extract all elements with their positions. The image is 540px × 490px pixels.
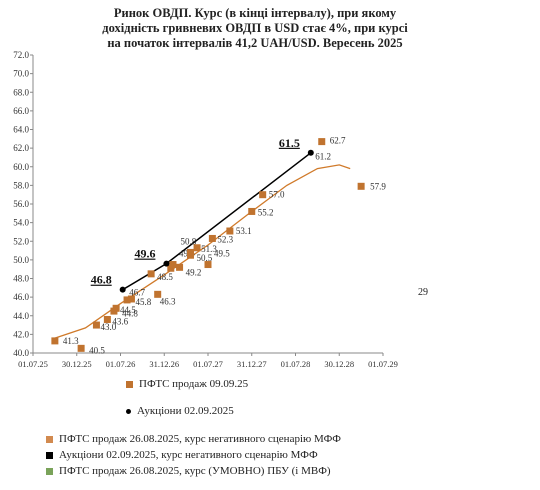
y-tick-label: 70.0 xyxy=(13,69,29,79)
pfts-data-label: 43.0 xyxy=(100,322,116,332)
bottom-legend-item-1: ПФТС продаж 26.08.2025, курс негативного… xyxy=(46,433,341,445)
pfts-data-label: 40.5 xyxy=(89,345,105,355)
x-tick-label: 30.12.25 xyxy=(62,359,92,369)
legend-auctions-marker xyxy=(126,408,131,414)
pfts-marker xyxy=(92,321,100,329)
x-tick-label: 30.12.28 xyxy=(324,359,354,369)
y-tick-label: 54.0 xyxy=(13,218,29,228)
pfts-data-label: 45.8 xyxy=(135,297,151,307)
pfts-marker xyxy=(154,290,162,298)
pfts-marker xyxy=(248,207,256,215)
y-tick-label: 64.0 xyxy=(13,125,29,135)
x-tick-label: 01.07.25 xyxy=(18,359,48,369)
auction-marker xyxy=(163,260,170,267)
chart-title: Ринок ОВДП. Курс (в кінці інтервалу), пр… xyxy=(40,6,470,51)
pfts-marker xyxy=(103,315,111,323)
bottom-legend-marker-3 xyxy=(46,467,53,475)
pfts-marker xyxy=(112,304,120,312)
pfts-marker xyxy=(187,248,194,256)
pfts-data-label: 53.1 xyxy=(236,226,252,236)
y-tick-label: 72.0 xyxy=(13,50,29,60)
pfts-data-label: 57.0 xyxy=(269,190,285,200)
pfts-data-label: 62.7 xyxy=(330,136,346,146)
y-tick-label: 46.0 xyxy=(13,292,29,302)
y-tick-label: 40.0 xyxy=(13,348,29,358)
chart-title-line-3: на початок інтервалів 41,2 UAH/USD. Вере… xyxy=(107,36,403,50)
pfts-data-label: 57.9 xyxy=(370,181,386,191)
bottom-legend-marker-2 xyxy=(46,451,53,459)
pfts-data-label: 51.3 xyxy=(201,244,217,254)
pfts-marker xyxy=(226,227,234,235)
auction-line xyxy=(122,152,312,291)
y-tick-label: 42.0 xyxy=(13,329,29,339)
bottom-legend-item-2: Аукціони 02.09.2025, курс негативного сц… xyxy=(46,449,318,461)
pfts-data-label: 49.2 xyxy=(186,267,202,277)
y-tick-label: 60.0 xyxy=(13,162,29,172)
pfts-marker xyxy=(169,261,177,269)
pfts-marker xyxy=(259,191,267,199)
pfts-marker xyxy=(167,264,175,272)
pfts-data-label: 49.5 xyxy=(214,249,230,259)
auction-data-label: 61.5 xyxy=(279,136,300,150)
legend-pfts-label: ПФТС продаж 09.09.25 xyxy=(139,378,249,390)
pfts-data-label: 43.6 xyxy=(112,316,128,326)
bottom-legend-label-1: ПФТС продаж 26.08.2025, курс негативного… xyxy=(59,433,341,445)
auction-marker xyxy=(119,286,126,293)
bottom-legend-label-3: ПФТС продаж 26.08.2025, курс (УМОВНО) ПБ… xyxy=(59,465,331,477)
auction-data-label: 49.6 xyxy=(134,247,155,261)
extra-data-label: 61.2 xyxy=(315,151,331,161)
pfts-marker xyxy=(193,244,201,252)
legend-item-auctions: Аукціони 02.09.2025 xyxy=(126,405,234,417)
y-tick-label: 50.0 xyxy=(13,255,29,265)
pfts-data-label: 44.5 xyxy=(120,305,136,315)
chart-title-line-1: Ринок ОВДП. Курс (в кінці інтервалу), пр… xyxy=(113,6,397,20)
edge-label: 29 xyxy=(418,287,428,298)
bottom-legend-marker-1 xyxy=(46,435,53,443)
bottom-legend-item-3: ПФТС продаж 26.08.2025, курс (УМОВНО) ПБ… xyxy=(46,465,331,477)
y-tick-label: 62.0 xyxy=(13,143,29,153)
x-tick-label: 31.12.26 xyxy=(149,359,179,369)
y-tick-label: 66.0 xyxy=(13,106,29,116)
pfts-data-label: 48.5 xyxy=(157,272,173,282)
pfts-marker xyxy=(176,263,184,271)
x-tick-label: 01.07.29 xyxy=(368,359,398,369)
y-tick-label: 68.0 xyxy=(13,87,29,97)
pfts-data-label: 44.8 xyxy=(122,308,138,318)
legend-pfts-marker xyxy=(126,380,133,388)
pfts-data-label: 55.2 xyxy=(258,207,274,217)
pfts-data-label: 50.5 xyxy=(197,253,213,263)
x-tick-label: 01.07.27 xyxy=(193,359,223,369)
auction-data-label: 46.8 xyxy=(91,273,112,287)
pfts-marker xyxy=(123,296,131,304)
y-tick-label: 48.0 xyxy=(13,274,29,284)
pfts-marker xyxy=(357,182,365,190)
x-tick-label: 01.07.28 xyxy=(281,359,311,369)
x-tick-label: 01.07.26 xyxy=(106,359,136,369)
pfts-marker xyxy=(208,234,216,242)
x-tick-label: 31.12.27 xyxy=(237,359,267,369)
legend-item-pfts: ПФТС продаж 09.09.25 xyxy=(126,378,248,390)
pfts-data-label: 41.3 xyxy=(63,336,79,346)
y-tick-label: 44.0 xyxy=(13,311,29,321)
chart-title-line-2: дохідність гривневих ОВДП в USD стає 4%,… xyxy=(102,21,408,35)
y-tick-label: 52.0 xyxy=(13,236,29,246)
pfts-marker xyxy=(51,337,59,345)
pfts-marker xyxy=(318,138,326,146)
y-tick-label: 56.0 xyxy=(13,199,29,209)
bottom-legend-label-2: Аукціони 02.09.2025, курс негативного сц… xyxy=(59,449,318,461)
legend-auctions-label: Аукціони 02.09.2025 xyxy=(137,405,234,417)
pfts-marker xyxy=(127,295,135,303)
pfts-marker xyxy=(77,344,85,352)
auction-marker xyxy=(307,149,314,156)
pfts-data-label: 46.3 xyxy=(160,296,176,306)
pfts-data-label: 50.8 xyxy=(181,236,197,246)
pfts-data-label: 52.3 xyxy=(217,234,233,244)
pfts-marker xyxy=(204,261,212,269)
pfts-marker xyxy=(147,270,155,278)
extra-data-label: 46.7 xyxy=(129,287,145,297)
y-tick-label: 58.0 xyxy=(13,180,29,190)
